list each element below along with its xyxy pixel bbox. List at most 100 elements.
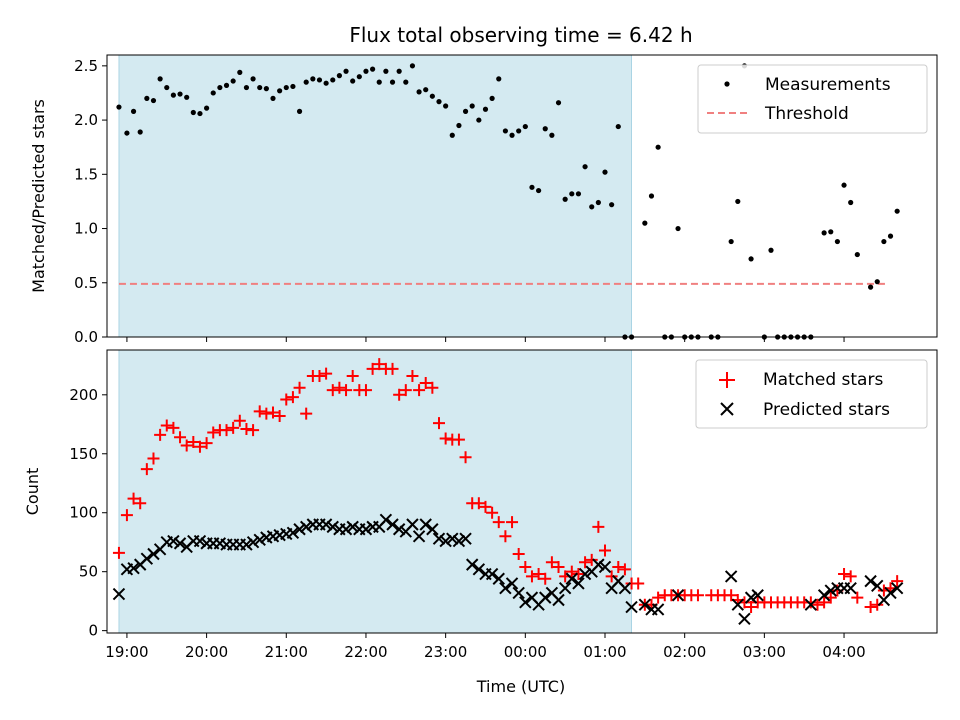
- bot-x-point-35: [346, 520, 359, 534]
- top-dot-point-50: [449, 132, 455, 138]
- bot-plus-point-108: [838, 568, 851, 581]
- bot-x-point-21: [253, 533, 266, 547]
- top-dot-point-53: [469, 103, 475, 109]
- legend-measurements-marker: [724, 81, 730, 87]
- bot-plus-point-71: [585, 553, 598, 566]
- bot-plus-point-31: [320, 367, 333, 380]
- bot-plus-point-66: [552, 560, 565, 573]
- bot-plus-point-115: [891, 575, 904, 588]
- top-dot-point-64: [542, 126, 548, 132]
- bot-plus-point-51: [452, 433, 465, 446]
- top-dot-point-109: [881, 238, 887, 245]
- bot-plus-point-87: [691, 589, 704, 602]
- bot-x-point-83: [731, 598, 745, 611]
- top-dot-point-107: [868, 284, 874, 290]
- bot-x-point-69: [572, 577, 585, 590]
- bot-plus-point-57: [492, 516, 505, 529]
- top-dot-point-42: [396, 68, 402, 74]
- bot-x-point-31: [319, 518, 333, 531]
- top-dot-point-45: [416, 89, 422, 95]
- bot-plus-point-4: [140, 463, 153, 476]
- bottom-legend: Matched stars Predicted stars: [695, 359, 928, 429]
- bot-y-tick-label-4: 200: [69, 386, 98, 404]
- top-dot-point-92: [748, 256, 754, 262]
- bot-plus-point-75: [612, 560, 625, 573]
- bot-plus-point-21: [253, 405, 266, 418]
- top-dot-point-25: [283, 84, 289, 91]
- top-dot-point-17: [230, 78, 236, 84]
- bot-plus-point-74: [605, 570, 618, 583]
- top-dot-point-9: [177, 91, 183, 97]
- top-y-tick-label-0: 0.0: [74, 328, 98, 346]
- bottom-observing-span: [118, 349, 632, 634]
- bot-plus-point-30: [313, 369, 326, 382]
- bot-x-point-97: [890, 581, 904, 595]
- bot-plus-point-63: [532, 568, 545, 581]
- top-dot-point-106: [854, 251, 860, 258]
- top-dot-point-39: [376, 79, 382, 85]
- top-dot-point-8: [170, 92, 176, 98]
- top-dot-point-34: [343, 68, 349, 74]
- x-axis-label: Time (UTC): [476, 677, 565, 696]
- bot-plus-point-70: [579, 556, 592, 569]
- bot-plus-point-37: [359, 384, 372, 397]
- bot-plus-point-35: [346, 369, 359, 382]
- bot-x-point-4: [140, 552, 154, 565]
- top-dot-point-51: [456, 122, 462, 129]
- top-dot-point-40: [383, 68, 389, 74]
- bot-x-point-40: [379, 513, 393, 527]
- top-dot-point-101: [821, 230, 827, 236]
- top-dot-point-67: [562, 196, 568, 202]
- top-dot-point-30: [316, 77, 323, 83]
- bot-x-point-77: [625, 600, 638, 614]
- top-dot-point-4: [144, 95, 150, 101]
- top-panel-frame: [106, 54, 938, 338]
- bot-plus-point-47: [426, 381, 439, 394]
- bot-plus-point-110: [851, 591, 864, 604]
- bot-plus-point-33: [333, 381, 346, 394]
- x-tick-label-2: 21:00: [265, 643, 308, 661]
- bot-x-point-73: [598, 560, 612, 574]
- bot-plus-point-49: [439, 432, 452, 445]
- x-tick-label-4: 23:00: [424, 643, 467, 661]
- top-y-tick-label-3: 1.5: [74, 165, 98, 183]
- top-dot-point-3: [137, 129, 143, 135]
- bot-x-point-53: [465, 558, 479, 571]
- bot-y-tick-label-2: 100: [69, 504, 98, 522]
- bot-plus-point-20: [247, 424, 260, 437]
- bot-plus-point-27: [293, 381, 306, 394]
- bot-x-point-58: [499, 581, 512, 595]
- bot-plus-point-12: [193, 440, 206, 453]
- bot-x-point-80: [651, 603, 665, 616]
- bot-x-point-19: [240, 538, 253, 551]
- bottom-y-axis-label: Count: [23, 468, 42, 516]
- top-dot-point-38: [370, 66, 376, 72]
- bot-x-point-70: [578, 567, 592, 581]
- top-dot-point-111: [894, 208, 900, 214]
- bottom-panel-frame: [106, 349, 938, 634]
- bot-x-point-28: [299, 520, 313, 534]
- top-dot-point-31: [323, 80, 329, 86]
- bot-x-point-12: [193, 534, 207, 548]
- bot-x-point-96: [884, 586, 897, 600]
- bot-plus-point-26: [286, 391, 299, 404]
- bot-plus-point-58: [499, 530, 512, 543]
- top-dot-point-94: [768, 247, 774, 253]
- top-dot-point-65: [549, 132, 555, 138]
- top-dot-point-73: [602, 169, 608, 175]
- bot-plus-point-28: [300, 407, 313, 420]
- bot-x-point-52: [459, 532, 472, 545]
- bot-plus-point-91: [725, 589, 738, 602]
- top-y-tick-label-1: 0.5: [74, 274, 98, 292]
- bot-x-point-82: [724, 570, 738, 583]
- bot-x-point-44: [406, 518, 419, 531]
- bot-plus-point-25: [280, 393, 293, 406]
- bot-plus-point-22: [260, 407, 273, 420]
- top-y-tick-label-5: 2.5: [74, 57, 98, 75]
- bot-y-tick-label-0: 0: [88, 622, 98, 640]
- top-dot-point-41: [389, 79, 396, 85]
- bot-x-point-51: [452, 534, 466, 548]
- bot-plus-point-0: [112, 546, 125, 559]
- bot-x-point-66: [552, 593, 565, 607]
